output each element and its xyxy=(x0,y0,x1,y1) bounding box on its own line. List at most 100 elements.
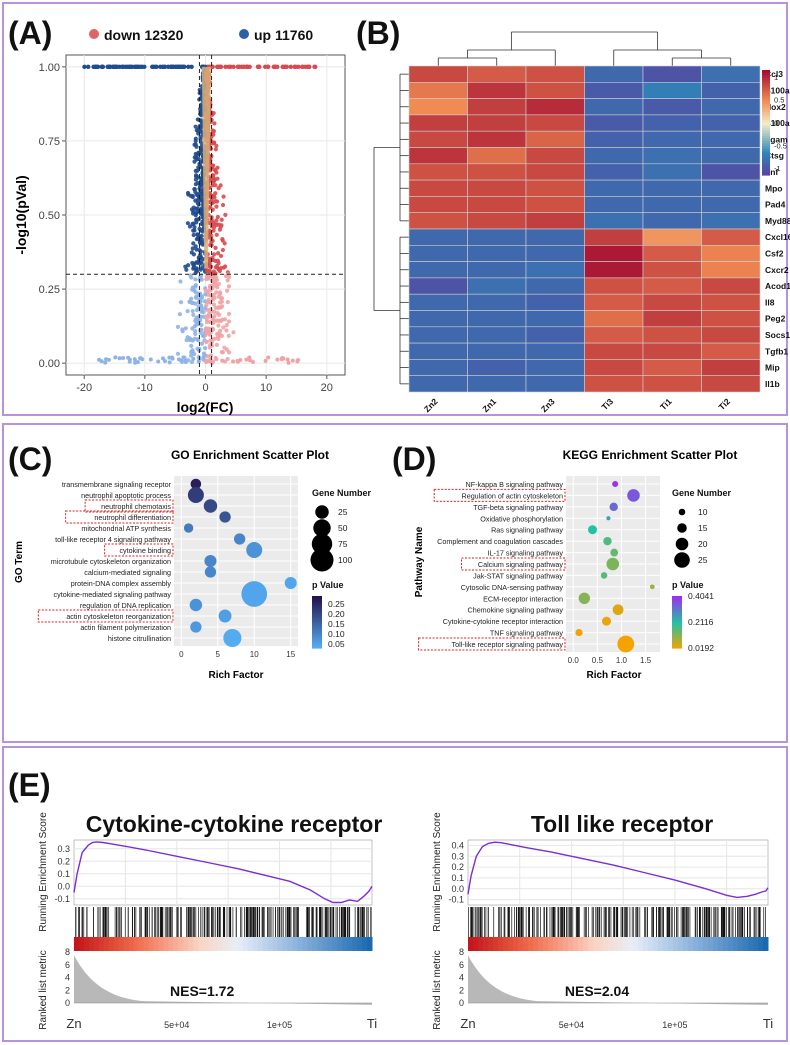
heatmap-cell xyxy=(701,228,761,246)
heatmap-colorbar-segment xyxy=(762,164,770,168)
panel-label-e: (E) xyxy=(8,767,51,803)
panel-label-b: (B) xyxy=(356,15,400,51)
pd-point xyxy=(603,536,612,546)
gsea-color-strip-segment xyxy=(287,937,294,951)
volcano-point xyxy=(158,64,163,70)
heatmap-row-label: Itgam xyxy=(765,134,788,144)
volcano-point xyxy=(239,64,244,70)
pd-color-legend-segment xyxy=(672,646,682,649)
heatmap-cell xyxy=(584,342,644,360)
heatmap-row-label: Mip xyxy=(765,363,780,373)
heatmap-cell xyxy=(467,228,527,246)
heatmap-cell xyxy=(701,293,761,311)
heatmap-colorbar-segment xyxy=(762,98,770,103)
heatmap-row-label: Cxcl16 xyxy=(765,232,790,242)
pc-color-legend-segment xyxy=(312,606,322,609)
volcano-point xyxy=(218,318,224,324)
volcano-point xyxy=(194,307,200,313)
volcano-point xyxy=(193,198,198,203)
gsea-metric-tick-label: 0 xyxy=(459,998,464,1008)
heatmap-cells xyxy=(408,65,761,393)
volcano-point xyxy=(190,246,195,251)
volcano-point xyxy=(208,192,213,198)
heatmap-cell xyxy=(408,245,468,262)
kegg-title: KEGG Enrichment Scatter Plot xyxy=(563,448,738,462)
volcano-point xyxy=(199,306,204,311)
volcano-ticks: -20 -10 0 10 20 0.00 0.25 0.50 0.75 1.00 xyxy=(39,62,333,394)
heatmap-cell xyxy=(408,359,468,376)
pc-color-legend-segment xyxy=(312,597,322,601)
volcano-point xyxy=(219,223,224,228)
heatmap-cell xyxy=(701,114,761,132)
gsea-metric-y-label: Ranked list metric xyxy=(38,950,49,1029)
heatmap-cell xyxy=(584,114,644,132)
pd-point xyxy=(578,592,591,604)
volcano-point xyxy=(191,232,196,238)
heatmap-row-label: Tnf xyxy=(765,167,778,177)
volcano-point xyxy=(226,284,232,289)
heatmap-row-label: S100a10 xyxy=(765,85,790,95)
heatmap-cell xyxy=(408,228,468,246)
legend-up-marker xyxy=(239,29,249,39)
gsea-color-strip-segment xyxy=(352,937,358,951)
gsea-color-strip-segment xyxy=(473,937,479,951)
volcano-x-label: log2(FC) xyxy=(177,399,234,415)
heatmap-colorbar-segment xyxy=(762,70,770,74)
volcano-point xyxy=(225,278,230,283)
pc-color-legend-label: 0.15 xyxy=(328,619,345,629)
gsea-color-strip-segment xyxy=(523,937,529,951)
gsea-color-strip-segment xyxy=(738,937,744,951)
volcano-point xyxy=(212,195,217,200)
heatmap-colorbar-segment xyxy=(762,140,770,145)
heatmap-cell xyxy=(525,98,585,116)
heatmap-colorbar-segment xyxy=(762,146,770,150)
volcano-point xyxy=(202,346,208,351)
volcano-point xyxy=(224,323,229,328)
pd-color-legend-label: 0.0192 xyxy=(688,643,714,653)
pc-point xyxy=(183,523,194,533)
volcano-point xyxy=(199,179,204,184)
volcano-point xyxy=(218,328,223,333)
gsea-color-strip-segment xyxy=(113,937,120,951)
heatmap-cell xyxy=(584,310,644,328)
pd-size-legend-label: 20 xyxy=(698,539,708,549)
volcano-point xyxy=(188,193,193,198)
heatmap-cell xyxy=(642,114,702,132)
heatmap-dendrograms xyxy=(373,31,732,385)
volcano-point xyxy=(191,312,196,318)
volcano-point xyxy=(195,168,200,173)
pd-point xyxy=(609,502,618,512)
volcano-x-tick-label: 10 xyxy=(260,382,272,394)
pc-point xyxy=(190,621,202,633)
gsea-color-strip-segment xyxy=(708,937,714,951)
heatmap-column-label: Ti2 xyxy=(717,396,733,412)
heatmap-cell xyxy=(701,245,761,262)
volcano-point xyxy=(185,221,191,226)
heatmap-cell xyxy=(408,277,468,295)
heatmap-cell xyxy=(408,261,468,279)
volcano-point xyxy=(288,64,293,70)
volcano-point xyxy=(178,300,184,305)
gsea-color-strip-segment xyxy=(223,937,229,951)
heatmap-colorbar-segment xyxy=(762,122,770,126)
volcano-point xyxy=(193,290,198,295)
pd-color-legend-segment xyxy=(672,602,682,606)
gsea-color-strip-segment xyxy=(568,937,574,951)
heatmap-row-label: Tgfb1 xyxy=(765,346,788,356)
volcano-point xyxy=(245,64,250,70)
pc-color-legend-label: 0.05 xyxy=(328,639,345,649)
gsea-color-strip-segment xyxy=(83,937,90,951)
heatmap-cell xyxy=(467,163,527,181)
pd-size-legend-label: 10 xyxy=(698,507,708,517)
gsea-color-strip-segment xyxy=(528,937,534,951)
heatmap-cell xyxy=(408,196,468,213)
volcano-point xyxy=(215,251,221,256)
heatmap-cell xyxy=(584,147,644,165)
go-y-label: GO Term xyxy=(14,541,25,583)
volcano-point xyxy=(218,290,223,295)
gsea-score-frame xyxy=(73,839,373,906)
gsea-color-strip-segment xyxy=(367,937,373,951)
pd-color-legend-segment xyxy=(672,597,682,601)
heatmap-cell xyxy=(701,147,761,165)
pd-term-label: TGF-beta signaling pathway xyxy=(473,503,563,512)
